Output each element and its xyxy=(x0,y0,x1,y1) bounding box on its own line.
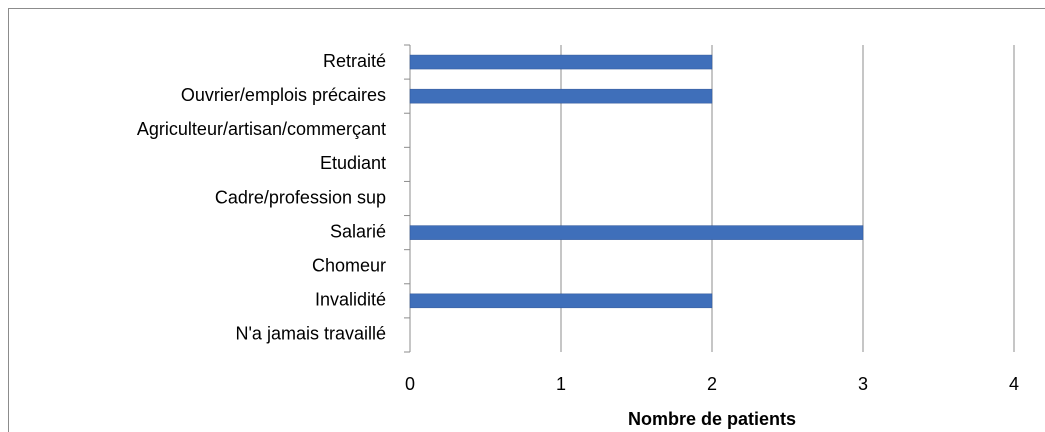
x-tick-label: 4 xyxy=(1009,374,1019,394)
bar xyxy=(409,293,713,309)
chart-border xyxy=(8,8,1045,432)
y-tick-label: Agriculteur/artisan/commerçant xyxy=(137,119,386,139)
y-tick-label: Etudiant xyxy=(320,153,386,173)
y-tick-label: Retraité xyxy=(323,51,386,71)
y-tick-label: Invalidité xyxy=(315,290,386,310)
y-tick-label: Cadre/profession sup xyxy=(215,187,386,207)
y-tick-label: Chomeur xyxy=(312,255,386,275)
x-tick-label: 1 xyxy=(556,374,566,394)
y-tick-label: Salarié xyxy=(330,221,386,241)
bar xyxy=(409,54,713,70)
x-tick-label: 3 xyxy=(858,374,868,394)
x-tick-label: 0 xyxy=(405,374,415,394)
x-axis-title: Nombre de patients xyxy=(628,409,796,429)
y-tick-label: Ouvrier/emplois précaires xyxy=(181,85,386,105)
bar xyxy=(409,88,713,104)
x-tick-label: 2 xyxy=(707,374,717,394)
y-tick-label: N'a jamais travaillé xyxy=(236,324,387,344)
bar xyxy=(409,225,864,240)
